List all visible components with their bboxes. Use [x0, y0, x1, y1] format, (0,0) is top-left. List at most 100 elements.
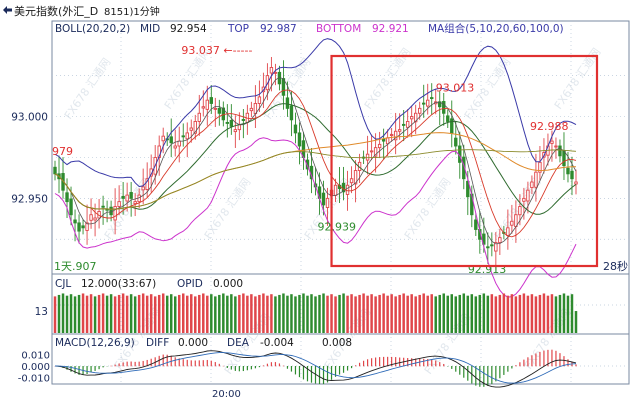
candle: [221, 101, 226, 127]
price-annotation: 92.988: [530, 120, 569, 133]
macd-bar: [110, 365, 112, 367]
candle: [249, 101, 254, 118]
volume-bar: [65, 295, 69, 333]
candle-body: [426, 99, 430, 107]
candle-body: [409, 116, 414, 120]
volume-bar: [97, 294, 101, 333]
candle-body: [566, 167, 570, 175]
macd-bar: [310, 366, 313, 383]
macd-bar: [415, 358, 417, 367]
boll-header: BOLL(20,20,2) MID 92.954 TOP 92.987 BOTT…: [55, 22, 564, 35]
volume-bar: [194, 296, 197, 333]
volume-bar: [258, 294, 261, 333]
candle-body: [65, 192, 69, 203]
volume-bar: [85, 295, 89, 333]
macd-bar: [242, 366, 244, 372]
macd-bar: [407, 358, 409, 367]
candle: [405, 109, 410, 138]
macd-bar: [346, 366, 349, 371]
candle: [401, 110, 406, 142]
macd-bar: [431, 359, 433, 367]
volume-bar: [53, 296, 57, 333]
candle-body: [297, 132, 302, 147]
volume-bar: [133, 296, 137, 333]
volume-bar: [430, 294, 433, 333]
ma-combo-label: MA组合(5,10,20,60,100,0): [428, 22, 564, 35]
volume-bar: [210, 294, 213, 333]
macd-bar: [202, 360, 204, 367]
macd-bar: [354, 365, 357, 367]
macd-bar: [379, 357, 381, 367]
cjl-label: CJL: [55, 278, 71, 290]
candle: [121, 182, 125, 215]
macd-bar: [350, 366, 353, 369]
macd-bar: [499, 366, 501, 379]
candle: [113, 188, 117, 235]
candle-body: [81, 225, 85, 229]
volume-bar: [334, 296, 337, 333]
volume-bar: [450, 294, 454, 333]
candle: [289, 91, 294, 137]
volume-bar: [522, 293, 526, 333]
volume-bar: [190, 294, 193, 333]
price-annotation: 93.013: [436, 81, 475, 94]
volume-bar: [302, 293, 305, 333]
volume-bar: [314, 296, 317, 333]
candle-body: [101, 205, 105, 208]
left-right-arrow-icon[interactable]: [3, 6, 12, 14]
candle-body: [538, 161, 542, 173]
macd-bar: [439, 362, 441, 367]
volume-bar: [306, 295, 309, 333]
candle-body: [113, 206, 117, 221]
volume-header: CJL 12.000(33:67) OPID 0.000: [55, 278, 243, 290]
price-annotation: 979: [52, 145, 73, 158]
macd-bar: [130, 361, 132, 367]
macd-bar: [322, 366, 325, 385]
candle: [125, 182, 129, 212]
volume-bar: [246, 295, 249, 333]
volume-bar: [173, 296, 177, 333]
candle: [377, 131, 382, 159]
macd-bar: [455, 366, 457, 372]
volume-bar: [410, 294, 413, 333]
cjl-value: 12.000(33:67): [81, 278, 156, 290]
macd-bar: [423, 358, 425, 367]
top-label: TOP: [227, 23, 249, 35]
macd-bar: [186, 359, 188, 367]
candle-body: [233, 129, 238, 133]
mid-value: 92.954: [170, 23, 207, 35]
candle-body: [293, 124, 298, 134]
candle-body: [273, 71, 278, 74]
macd-bar: [158, 355, 160, 367]
macd-bar: [575, 364, 577, 367]
volume-bar: [382, 293, 385, 333]
macd-bar: [451, 366, 453, 369]
candle-body: [345, 184, 350, 195]
candle-body: [129, 192, 133, 199]
candle-body: [53, 166, 57, 175]
volume-bar: [330, 294, 333, 333]
candle-body: [325, 197, 330, 208]
candle-body: [498, 237, 502, 243]
volume-bar: [141, 293, 145, 333]
candle-body: [430, 97, 434, 100]
candle: [426, 83, 430, 115]
macd-bar: [479, 366, 481, 387]
candle-body: [393, 130, 398, 141]
candle-body: [373, 147, 378, 157]
volume-bar: [113, 296, 117, 333]
volume-bar: [161, 293, 165, 333]
volume-bar: [346, 295, 349, 333]
candle-body: [89, 214, 93, 221]
macd-bar: [154, 357, 156, 367]
volume-bar: [310, 294, 313, 333]
macd-bar: [70, 366, 72, 372]
macd-bar: [395, 357, 397, 367]
highlight-box: [330, 54, 599, 268]
volume-bar: [438, 294, 441, 333]
volume-bar: [418, 294, 421, 333]
candle: [173, 129, 177, 157]
macd-bar: [246, 366, 248, 371]
candle-body: [289, 105, 294, 121]
